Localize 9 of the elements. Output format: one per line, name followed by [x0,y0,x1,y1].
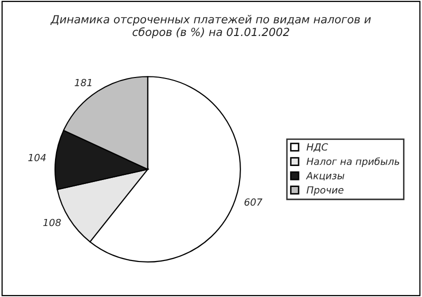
data-label: 607 [244,198,262,206]
legend-label: Прочие [306,186,344,196]
data-label: 108 [43,218,61,226]
legend-label: Акцизы [306,172,344,181]
legend-label: НДС [306,143,328,152]
legend-label: Налог на прибыль [306,157,400,167]
chart-title: Динамика отсроченных платежей по видам налогов и сборов (в %) на 01.01.2002 [50,14,371,38]
data-label: 104 [28,154,46,162]
data-label: 181 [74,78,92,86]
